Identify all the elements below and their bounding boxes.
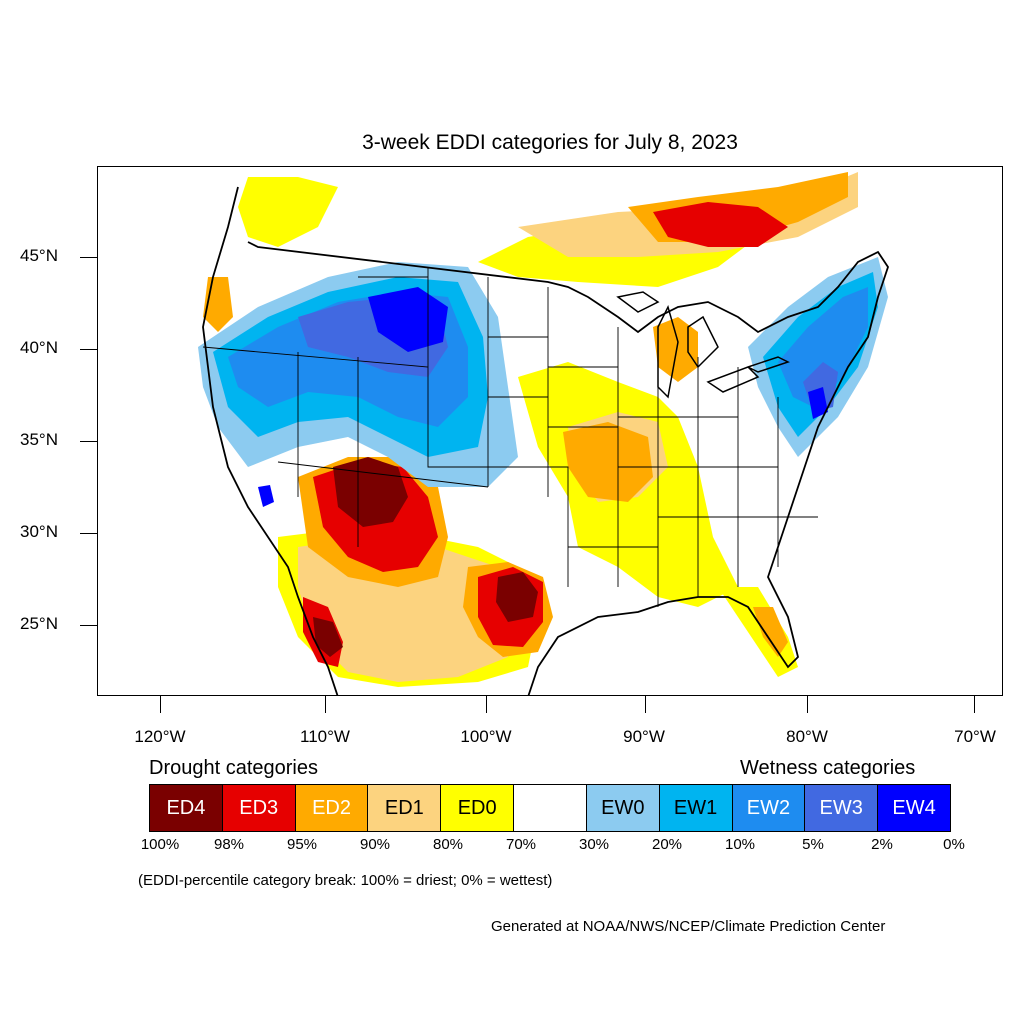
pct-break-0: 0% — [943, 836, 965, 853]
ed2-region-michigan — [653, 317, 698, 382]
lon-label-80w: 80°W — [786, 727, 828, 746]
pct-break-2: 2% — [871, 836, 893, 853]
legend-box-normal — [514, 785, 587, 831]
lat-label-40n: 40°N — [20, 338, 58, 357]
boundaries — [202, 186, 889, 695]
lat-label-45n: 45°N — [20, 246, 58, 265]
lon-tick — [807, 696, 808, 713]
pct-break-100: 100% — [140, 836, 180, 853]
pct-break-70: 70% — [505, 836, 537, 853]
pct-break-95: 95% — [286, 836, 318, 853]
pct-break-30: 30% — [578, 836, 610, 853]
ed2-region-missouri — [563, 422, 653, 502]
legend-colorbar: ED4 ED3 ED2 ED1 ED0 EW0 EW1 EW2 EW3 EW4 — [149, 784, 951, 832]
pct-break-10: 10% — [724, 836, 756, 853]
pct-break-80: 80% — [432, 836, 464, 853]
lon-label-90w: 90°W — [623, 727, 665, 746]
lon-tick — [974, 696, 975, 713]
legend-label: ED3 — [239, 796, 279, 819]
lat-tick — [80, 625, 97, 626]
category-break-note: (EDDI-percentile category break: 100% = … — [138, 872, 553, 889]
credit-line: Generated at NOAA/NWS/NCEP/Climate Predi… — [491, 918, 886, 935]
legend-label: EW4 — [892, 796, 936, 819]
legend-box-ed4: ED4 — [150, 785, 223, 831]
lat-label-35n: 35°N — [20, 430, 58, 449]
legend-box-ew0: EW0 — [586, 785, 660, 831]
lon-tick — [645, 696, 646, 713]
ed2-region-florida — [753, 607, 788, 657]
pct-break-90: 90% — [359, 836, 391, 853]
legend-label: EW0 — [601, 796, 645, 819]
legend-box-ed3: ED3 — [222, 785, 296, 831]
legend-label: EW2 — [746, 796, 791, 819]
lon-label-110w: 110°W — [300, 727, 350, 746]
lon-tick — [486, 696, 487, 713]
category-fields — [198, 172, 888, 687]
legend-box-ew3: EW3 — [805, 785, 879, 831]
legend-box-ew1: EW1 — [659, 785, 733, 831]
lat-tick — [80, 533, 97, 534]
legend-box-ed1: ED1 — [368, 785, 442, 831]
pct-break-20: 20% — [651, 836, 683, 853]
legend-box-ew2: EW2 — [732, 785, 806, 831]
map-title: 3-week EDDI categories for July 8, 2023 — [362, 131, 738, 154]
ed4-region-southwest — [333, 457, 408, 527]
lat-tick — [80, 349, 97, 350]
state-lines — [202, 267, 818, 607]
ew4-region-northeast — [808, 387, 828, 419]
eddi-map-canvas — [198, 172, 889, 695]
drought-heading: Drought categories — [149, 757, 318, 779]
lon-label-100w: 100°W — [460, 727, 512, 746]
ew2-region-northeast — [778, 287, 868, 407]
wetness-heading: Wetness categories — [740, 757, 916, 779]
great-lakes — [616, 291, 790, 399]
legend-label: ED4 — [166, 796, 206, 819]
legend-label: ED0 — [457, 796, 497, 819]
lat-label-30n: 30°N — [20, 522, 58, 541]
lat-tick — [80, 257, 97, 258]
pct-break-98: 98% — [213, 836, 245, 853]
legend-label: ED2 — [312, 796, 351, 819]
pct-break-5: 5% — [802, 836, 824, 853]
ed0-region-northwest — [238, 177, 338, 247]
lon-label-120w: 120°W — [134, 727, 186, 746]
ed4-region-baja — [313, 617, 343, 657]
legend-box-ed0: ED0 — [441, 785, 515, 831]
ed3-region-canada — [653, 202, 788, 247]
legend-label: EW3 — [819, 796, 863, 819]
us-outline — [202, 186, 889, 695]
lon-label-70w: 70°W — [954, 727, 996, 746]
legend-box-ed2: ED2 — [295, 785, 369, 831]
ed4-region-texas — [496, 572, 538, 622]
eddi-map — [97, 166, 1003, 696]
lon-tick — [160, 696, 161, 713]
lat-tick — [80, 441, 97, 442]
lon-tick — [325, 696, 326, 713]
legend-label: ED1 — [384, 796, 424, 819]
lat-label-25n: 25°N — [20, 614, 58, 633]
ew4-region-california — [258, 485, 274, 507]
legend-label: EW1 — [673, 796, 718, 819]
legend-box-ew4: EW4 — [878, 785, 950, 831]
